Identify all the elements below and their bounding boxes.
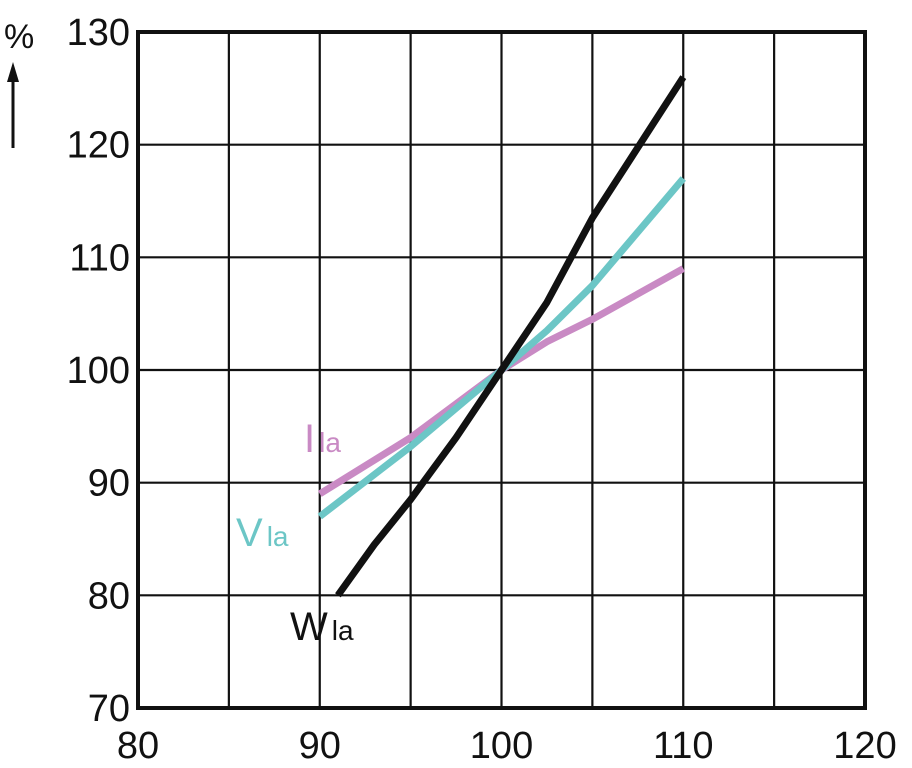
y-tick-label: 70 (88, 688, 130, 730)
x-tick-label: 80 (117, 725, 159, 767)
y-tick-label: 100 (67, 350, 130, 392)
x-tick-label: 100 (470, 725, 533, 767)
y-axis-label: % (4, 18, 34, 148)
x-tick-labels: 80 90 100 110 120 (117, 725, 897, 767)
series-label-subscript: la (319, 427, 341, 458)
y-axis-arrow-icon (7, 62, 19, 82)
y-tick-label: 120 (67, 125, 130, 167)
x-tick-label: 110 (653, 725, 714, 767)
y-axis-unit: % (4, 18, 34, 56)
y-tick-label: 130 (67, 12, 130, 54)
series-label-letter: V (236, 511, 263, 555)
series-line-w (335, 75, 687, 598)
series-line-v (317, 176, 686, 520)
y-tick-labels: 70 80 90 100 110 120 130 (67, 12, 130, 730)
y-tick-label: 90 (88, 463, 130, 505)
x-tick-label: 90 (299, 725, 341, 767)
series-label-letter: W (290, 605, 328, 649)
y-tick-label: 80 (88, 575, 130, 617)
grid (138, 32, 865, 708)
y-tick-label: 110 (69, 237, 130, 279)
series-label-letter: I (304, 417, 315, 461)
series-lines (317, 75, 687, 598)
series-label-subscript: la (267, 521, 289, 552)
x-tick-label: 120 (833, 725, 896, 767)
plot-frame (136, 30, 867, 710)
series-label-subscript: la (332, 615, 354, 646)
